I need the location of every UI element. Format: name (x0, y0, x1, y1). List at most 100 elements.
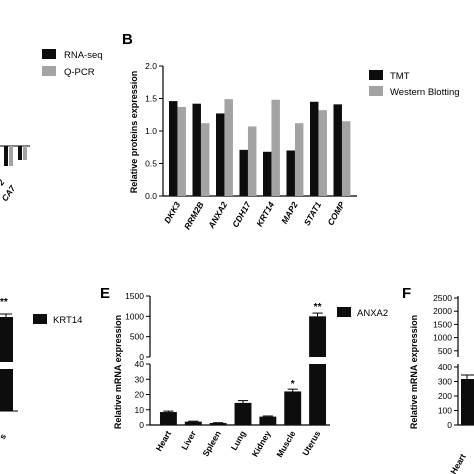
panel-b-bar (310, 101, 319, 196)
panel-c-tick-partial: s (0, 432, 8, 441)
panel-e-ytick-label: 1000 (125, 311, 144, 321)
panel-b-legend-wb: Western Blotting (390, 87, 460, 98)
panel-a-bar-rnaseq (4, 146, 8, 166)
panel-e-ytick-label: 20 (135, 390, 145, 400)
panel-b-bar (341, 121, 351, 196)
panel-e-ytick-label: 40 (135, 359, 145, 369)
panel-c-legend-swatch (33, 314, 47, 324)
panel-b-bar (192, 103, 201, 196)
panel-e: E Relative mRNA expression 0102030400500… (100, 285, 388, 459)
panel-b-bar (200, 123, 210, 196)
panel-b-bar (216, 113, 225, 196)
panel-b-letter: B (122, 31, 133, 48)
panel-a: 2 CA7 RNA-seq Q-PCR (0, 49, 103, 203)
panel-b-category-label: STAT1 (302, 200, 324, 227)
panel-e-legend: ANXA2 (357, 308, 388, 319)
panel-a-legend-swatch-qpcr (42, 66, 56, 76)
panel-b-category-label: CDH17 (230, 199, 253, 229)
panel-e-category-label: Lung (229, 429, 248, 452)
panel-e-bars: *** (159, 302, 327, 425)
panel-f-ytick-label: 100 (438, 406, 452, 416)
panel-e-category-label: Muscle (274, 429, 297, 459)
panel-f-bar-heart (461, 379, 474, 425)
panel-f-ytick-label: 0 (447, 420, 452, 430)
panel-f-category-heart: Heart (448, 452, 468, 474)
panel-e-ytick-label: 500 (130, 332, 144, 342)
panel-a-bar-rnaseq-2 (18, 146, 22, 160)
panel-b-ytick-label: 1.0 (145, 126, 157, 136)
panel-b-bar (239, 149, 248, 196)
panel-c-bar-bottom (0, 369, 13, 411)
panel-b-bar (333, 104, 342, 196)
panel-e-significance: ** (314, 302, 322, 313)
panel-f-ytick-label: 300 (438, 377, 452, 387)
panel-c-star: ** (0, 297, 8, 308)
panel-f-ytick-label: 2000 (433, 306, 452, 316)
panel-f-letter: F (402, 285, 411, 302)
panel-f: F Relative mRNA expression 2500 2000 1500 1… (402, 285, 474, 474)
panel-b-legend-swatch-tmt (369, 70, 383, 80)
panel-b-bars (169, 99, 351, 196)
panel-b-bar (263, 151, 272, 196)
panel-b-bar (247, 126, 257, 196)
panel-e-significance: * (291, 379, 295, 390)
panel-b-ylabel: Relative proteins expression (129, 71, 139, 194)
panel-b-category-label: RRM2B (182, 200, 206, 231)
panel-b-category-label: ANXA2 (206, 200, 230, 231)
panel-c-bar-top (0, 317, 13, 362)
panel-f-ytick-label: 2500 (433, 293, 452, 303)
panel-c-legend: KRT14 (53, 315, 82, 326)
panel-f-ytick-label: 1000 (433, 333, 452, 343)
panel-e-bar (284, 391, 302, 425)
panel-e-bar (234, 402, 252, 425)
panel-b-legend-swatch-wb (369, 86, 383, 96)
panel-e-ytick-label: 0 (139, 420, 144, 430)
panel-a-legend-qpcr: Q-PCR (64, 67, 95, 78)
panel-e-ylabel: Relative mRNA expression (113, 315, 123, 429)
panel-b-bar (177, 106, 186, 196)
panel-e-bar (209, 423, 227, 425)
panel-e-legend-swatch (337, 307, 351, 317)
panel-e-ytick-label: 1500 (125, 291, 144, 301)
panel-f-ylabel: Relative mRNA expression (409, 315, 419, 429)
panel-b-legend-tmt: TMT (390, 71, 410, 82)
panel-b-ytick-label: 0.5 (145, 159, 157, 169)
panel-e-category-label: Kidney (250, 429, 273, 459)
panel-e-bar-lower (309, 364, 327, 425)
panel-e-bar (259, 416, 277, 425)
panel-c: ** s KRT14 (0, 297, 82, 441)
panel-b-category-label: DKK3 (162, 200, 182, 225)
panel-e-ytick-label: 30 (135, 374, 145, 384)
panel-e-bar (159, 412, 177, 425)
panel-e-ytick-label: 0 (139, 352, 144, 362)
panel-b-bar (224, 99, 233, 196)
panel-b-ytick-label: 2.0 (145, 61, 157, 71)
panel-b: B Relative proteins expression 0.0 0.5 1.0… (122, 31, 460, 231)
panel-f-ytick-label: 500 (438, 346, 452, 356)
panel-a-bar-qpcr-2 (23, 146, 27, 160)
panel-f-ytick-label: 1500 (433, 319, 452, 329)
panel-b-ytick-label: 0.0 (145, 191, 157, 201)
panel-a-tick-partial: 2 (0, 177, 7, 188)
panel-a-legend-swatch-rnaseq (42, 49, 56, 59)
panel-b-category-label: KRT14 (254, 200, 276, 228)
panel-b-bar (271, 99, 280, 196)
panel-b-categories: DKK3 RRM2B ANXA2 CDH17 KRT14 MAP2 STAT1 COMP (162, 199, 347, 231)
panel-a-bar-qpcr (9, 146, 13, 166)
panel-e-category-label: Heart (154, 429, 174, 453)
panel-e-category-label: Uterus (300, 429, 322, 458)
panel-e-category-label: Spleen (200, 429, 223, 458)
panel-e-letter: E (100, 285, 110, 302)
panel-b-ticks: 0.0 0.5 1.0 1.5 2.0 (145, 61, 163, 201)
panel-b-bar (294, 123, 304, 196)
panel-e-bar (184, 421, 202, 425)
panel-b-ytick-label: 1.5 (145, 94, 157, 104)
panel-a-legend-rnaseq: RNA-seq (64, 50, 103, 61)
panel-b-category-label: MAP2 (279, 200, 300, 226)
panel-b-bar (318, 110, 327, 196)
panel-b-category-label: COMP (325, 200, 347, 227)
panel-b-bar (286, 150, 295, 196)
